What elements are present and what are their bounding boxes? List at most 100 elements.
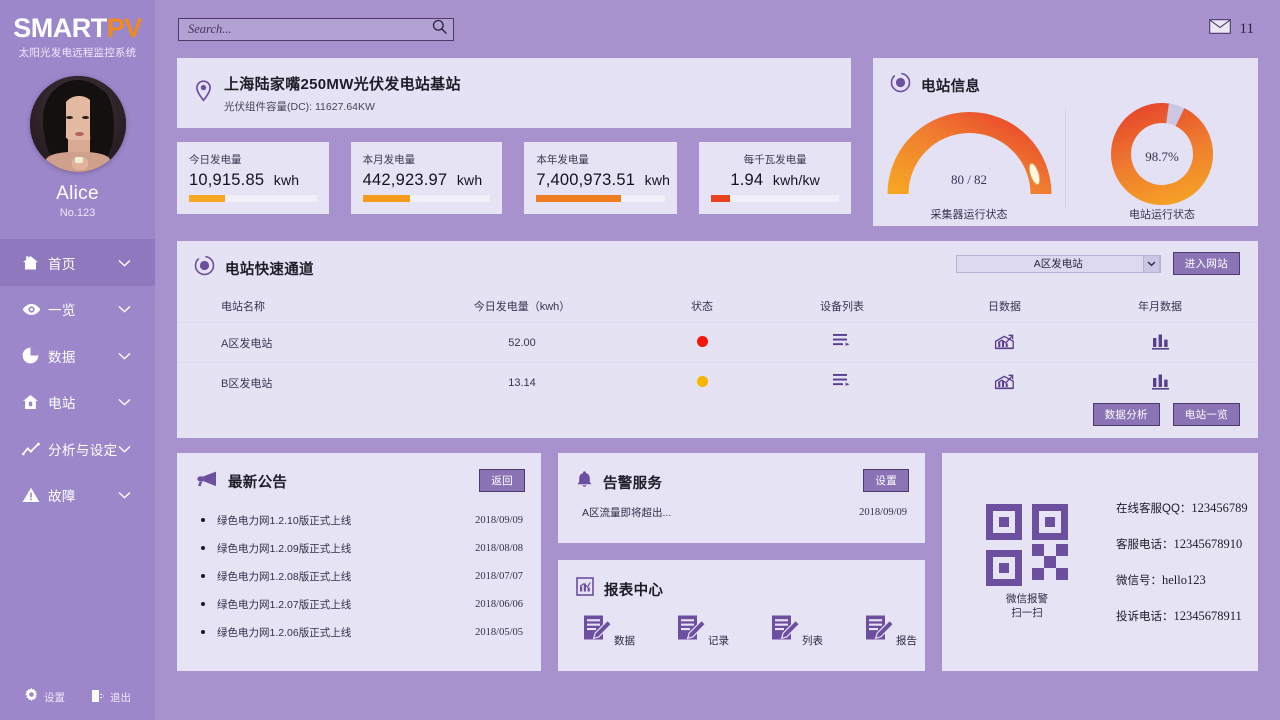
search-box[interactable] <box>178 17 454 41</box>
chevron-down-icon <box>118 441 131 456</box>
station-list-button[interactable]: 电站一览 <box>1172 403 1240 426</box>
kpi-card-year: 本年发电量 7,400,973.51 kwh <box>524 142 678 214</box>
kpi-row: 今日发电量 10,915.85 kwh 本月发电量 442,923.97 kwh… <box>177 142 852 214</box>
contact-value: hello123 <box>1162 573 1206 587</box>
table-row[interactable]: A区发电站 52.00 <box>177 322 1258 362</box>
chevron-down-icon <box>118 488 131 503</box>
pie-icon <box>22 347 42 365</box>
qr-caption-line2: 扫一扫 <box>1011 607 1043 619</box>
enter-site-button[interactable]: 进入网站 <box>1172 252 1240 275</box>
main-content: 11 上海陆家嘴250MW光伏发电站基站 光伏组件容量(DC): 11627.6… <box>155 0 1280 720</box>
sidebar-item-home[interactable]: 首页 <box>0 239 155 286</box>
bullet-icon <box>201 602 205 606</box>
report-item-list[interactable]: 列表 <box>770 613 823 649</box>
summary-row: 上海陆家嘴250MW光伏发电站基站 光伏组件容量(DC): 11627.64KW… <box>177 58 1258 226</box>
cell-status <box>637 375 767 390</box>
brand-name-primary: SMART <box>13 13 107 43</box>
contact-label: 客服电话： <box>1116 539 1174 551</box>
column-header-day: 日数据 <box>988 301 1021 313</box>
bullet-icon <box>201 546 205 550</box>
trend-chart-icon[interactable] <box>994 374 1015 393</box>
bar-chart-icon[interactable] <box>1151 374 1170 393</box>
station-select[interactable]: A区发电站 <box>955 254 1161 273</box>
bar-chart-icon[interactable] <box>1151 334 1170 353</box>
alarm-message: A区流量即将超出... <box>582 507 672 519</box>
cell-day-data[interactable] <box>917 372 1092 393</box>
cell-day-data[interactable] <box>917 332 1092 353</box>
settings-button[interactable]: 设置 <box>24 688 65 706</box>
kpi-unit: kwh <box>644 172 671 188</box>
contact-value: 123456789 <box>1191 501 1248 515</box>
list-play-icon[interactable] <box>832 334 852 352</box>
user-id: No.123 <box>59 207 96 220</box>
logout-button[interactable]: 退出 <box>91 689 131 706</box>
quick-channel-controls: A区发电站 进入网站 <box>955 252 1240 275</box>
status-dot <box>696 335 708 347</box>
sidebar-item-fault[interactable]: 故障 <box>0 472 155 519</box>
gear-icon <box>24 688 39 706</box>
table-row[interactable]: B区发电站 13.14 <box>177 362 1258 402</box>
cell-device-list[interactable] <box>767 333 917 352</box>
kpi-card-per-kw: 每千瓦发电量 1.94 kwh/kw <box>699 142 852 214</box>
kpi-number: 1.94 <box>730 171 764 189</box>
report-item-label: 报告 <box>896 635 917 647</box>
search-icon[interactable] <box>432 19 447 39</box>
column-header-energy: 今日发电量（kwh） <box>473 301 571 313</box>
document-edit-icon <box>864 613 895 649</box>
cell-yearmonth-data[interactable] <box>1092 332 1258 353</box>
list-item[interactable]: 绿色电力网1.2.10版正式上线 2018/09/09 <box>201 506 523 534</box>
list-item[interactable]: 绿色电力网1.2.09版正式上线 2018/08/08 <box>201 534 523 562</box>
alarm-date: 2018/09/09 <box>859 507 907 518</box>
list-item[interactable]: 绿色电力网1.2.08版正式上线 2018/07/07 <box>201 562 523 590</box>
sidebar-item-plant[interactable]: 电站 <box>0 379 155 426</box>
cell-yearmonth-data[interactable] <box>1092 372 1258 393</box>
data-analysis-button[interactable]: 数据分析 <box>1092 403 1160 426</box>
trend-chart-icon[interactable] <box>994 334 1015 353</box>
sidebar-nav: 首页 一览 数据 <box>0 239 155 518</box>
bullet-icon <box>201 518 205 522</box>
notice-back-button[interactable]: 返回 <box>479 469 525 492</box>
middle-column: 告警服务 设置 A区流量即将超出... 2018/09/09 报表中心 <box>558 453 925 671</box>
contact-label: 微信号： <box>1116 575 1162 587</box>
cell-energy: 52.00 <box>508 336 536 349</box>
sidebar-item-label: 数据 <box>48 349 76 365</box>
sidebar-item-analytics[interactable]: 分析与设定 <box>0 425 155 472</box>
mail-icon[interactable] <box>1208 19 1231 39</box>
report-item-record[interactable]: 记录 <box>676 613 729 649</box>
list-item[interactable]: 绿色电力网1.2.06版正式上线 2018/05/05 <box>201 618 523 646</box>
report-icon <box>576 577 594 601</box>
sidebar-item-overview[interactable]: 一览 <box>0 286 155 333</box>
cell-device-list[interactable] <box>767 373 917 392</box>
logout-label: 退出 <box>110 691 131 704</box>
sidebar-item-data[interactable]: 数据 <box>0 332 155 379</box>
notice-date: 2018/05/05 <box>475 626 523 638</box>
qr-caption-line1: 微信报警 <box>1006 592 1048 605</box>
contact-lines: 在线客服QQ：123456789 客服电话：12345678910 微信号：he… <box>1112 500 1258 624</box>
list-play-icon[interactable] <box>832 374 852 392</box>
chevron-down-icon[interactable] <box>1142 254 1160 273</box>
kpi-unit: kwh <box>273 172 300 188</box>
alarm-settings-button[interactable]: 设置 <box>863 469 909 492</box>
quick-channel-header: 电站快速通道 <box>177 241 1258 281</box>
list-item[interactable]: 绿色电力网1.2.07版正式上线 2018/06/06 <box>201 590 523 618</box>
status-dot <box>696 375 708 387</box>
column-header-name: 电站名称 <box>221 301 265 313</box>
report-item-data[interactable]: 数据 <box>582 613 635 649</box>
column-header-status: 状态 <box>691 301 713 313</box>
station-info-title: 电站信息 <box>921 78 981 95</box>
megaphone-icon <box>195 470 218 493</box>
kpi-number: 442,923.97 <box>362 171 448 189</box>
report-item-label: 列表 <box>802 635 823 647</box>
search-input[interactable] <box>188 21 432 37</box>
document-edit-icon <box>582 613 613 649</box>
avatar <box>29 76 126 173</box>
alarm-header: 告警服务 <box>558 453 925 494</box>
contact-qq: 在线客服QQ：123456789 <box>1116 500 1258 516</box>
column-header-yearmonth: 年月数据 <box>1138 301 1182 313</box>
alarm-item[interactable]: A区流量即将超出... 2018/09/09 <box>558 505 925 520</box>
notice-list: 绿色电力网1.2.10版正式上线 2018/09/09 绿色电力网1.2.09版… <box>177 506 541 646</box>
report-item-report[interactable]: 报告 <box>864 613 917 649</box>
report-panel: 报表中心 数据 记录 <box>558 560 925 671</box>
kpi-label: 今日发电量 <box>189 154 242 166</box>
